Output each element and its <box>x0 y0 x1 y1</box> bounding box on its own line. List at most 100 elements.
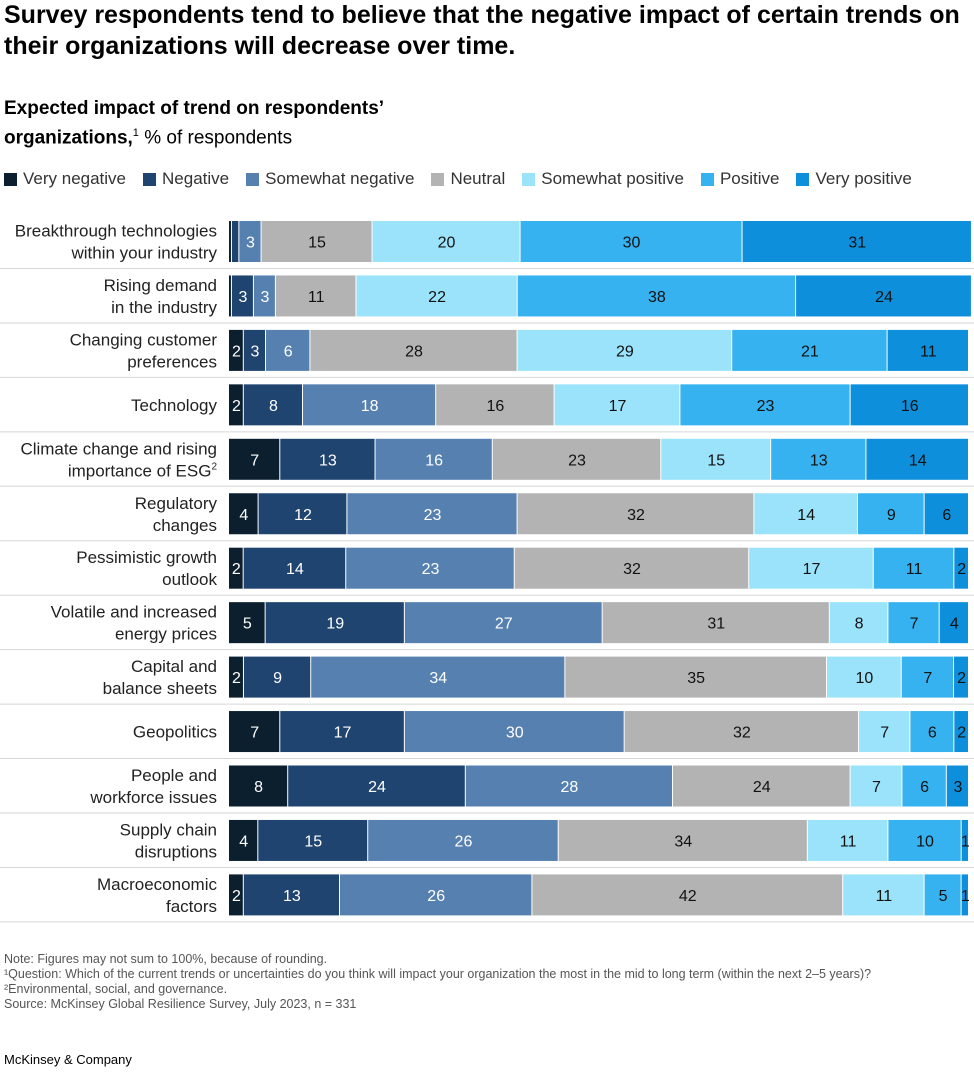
data-label: 19 <box>326 616 344 633</box>
brand-logo-text: McKinsey & Company <box>4 1052 132 1067</box>
legend-swatch <box>431 172 445 186</box>
data-label: 26 <box>427 888 445 905</box>
legend-item: Somewhat positive <box>522 169 684 189</box>
data-label: 7 <box>880 725 889 742</box>
chart-title: Survey respondents tend to believe that … <box>4 1 960 60</box>
legend-label: Somewhat negative <box>265 169 415 188</box>
category-label: energy prices <box>115 625 217 644</box>
bar-segment <box>873 547 954 589</box>
data-label: 35 <box>687 670 705 687</box>
data-label: 2 <box>232 888 241 905</box>
data-label: 7 <box>250 725 259 742</box>
data-label: 21 <box>801 343 819 360</box>
legend-swatch <box>4 172 17 186</box>
data-label: 23 <box>424 507 442 524</box>
bar-segment <box>356 275 517 317</box>
data-label: 11 <box>920 343 937 360</box>
data-label: 38 <box>648 289 666 306</box>
data-label: 32 <box>623 561 641 578</box>
data-label: 15 <box>308 235 326 252</box>
data-label: 5 <box>939 888 948 905</box>
data-label: 32 <box>627 507 645 524</box>
data-label: 24 <box>753 779 771 796</box>
bar-segment <box>229 765 288 807</box>
category-label: Breakthrough technologies <box>15 222 217 241</box>
category-label: importance of ESG2 <box>68 461 218 480</box>
category-label: Capital and <box>131 657 217 676</box>
bar-segment <box>280 438 375 480</box>
bar-segment <box>258 493 347 535</box>
category-label: Technology <box>131 396 218 415</box>
bar-segment <box>229 874 243 916</box>
bar-segment <box>243 547 346 589</box>
bar-segment <box>807 819 888 861</box>
bar-segment <box>229 711 280 753</box>
category-label: preferences <box>127 352 217 371</box>
data-label: 2 <box>232 561 241 578</box>
notes: Note: Figures may not sum to 100%, becau… <box>4 952 871 1012</box>
category-label: workforce issues <box>89 788 217 807</box>
data-label: 13 <box>319 452 337 469</box>
note-source: Source: McKinsey Global Resilience Surve… <box>4 997 357 1011</box>
bar-segment <box>229 656 243 698</box>
data-label: 8 <box>855 616 864 633</box>
category-label: Climate change and rising <box>20 439 217 458</box>
bar-segment <box>624 711 859 753</box>
data-label: 11 <box>308 289 325 306</box>
data-label: 3 <box>250 343 259 360</box>
legend-label: Very negative <box>23 169 127 188</box>
data-label: 29 <box>616 343 634 360</box>
note-esg: ²Environmental, social, and governance. <box>4 982 228 996</box>
category-label: Changing customer <box>70 330 218 349</box>
data-label: 17 <box>609 398 627 415</box>
data-label: 34 <box>674 833 692 850</box>
bar-segment <box>888 602 939 644</box>
bar-segment <box>771 438 866 480</box>
category-label: Regulatory <box>135 494 218 513</box>
data-label: 24 <box>875 289 893 306</box>
subtitle-bold: Expected impact of trend on respondents’… <box>4 98 384 149</box>
data-label: 11 <box>876 888 893 905</box>
bar-segment <box>280 711 404 753</box>
legend-label: Very positive <box>815 169 912 188</box>
bar-segment <box>243 384 302 426</box>
bar-segment <box>243 874 339 916</box>
category-label: Geopolitics <box>133 723 217 742</box>
data-label: 3 <box>260 289 269 306</box>
category-label: outlook <box>162 570 217 589</box>
data-label: 2 <box>232 343 241 360</box>
data-label: 6 <box>928 725 937 742</box>
legend-label: Somewhat positive <box>541 169 684 188</box>
bar-segment <box>229 275 231 317</box>
legend-swatch <box>522 172 536 186</box>
bar-segment <box>850 765 902 807</box>
bar-segment <box>346 547 514 589</box>
bar-segment <box>661 438 771 480</box>
data-label: 31 <box>707 616 725 633</box>
bar-segment <box>924 874 961 916</box>
data-label: 18 <box>361 398 379 415</box>
legend-swatch <box>700 172 714 186</box>
data-label: 2 <box>232 398 241 415</box>
legend-swatch <box>143 172 157 186</box>
bar-segment <box>954 656 968 698</box>
bar-segment <box>673 765 850 807</box>
bar-segment <box>311 656 565 698</box>
bar-segment <box>229 221 231 262</box>
bar-segment <box>229 547 243 589</box>
data-label: 13 <box>283 888 301 905</box>
data-label: 32 <box>733 725 751 742</box>
bar-segment <box>514 547 749 589</box>
category-label: balance sheets <box>103 679 217 698</box>
data-label: 1 <box>961 888 970 905</box>
data-label: 10 <box>916 833 934 850</box>
data-label: 14 <box>286 561 304 578</box>
data-label: 15 <box>707 452 725 469</box>
data-label: 22 <box>428 289 446 306</box>
bar-segment <box>243 329 265 371</box>
bar-segment <box>558 819 807 861</box>
legend-item: Very negative <box>4 169 126 189</box>
data-label: 15 <box>304 833 322 850</box>
data-label: 7 <box>250 452 259 469</box>
bar-segment <box>939 602 968 644</box>
